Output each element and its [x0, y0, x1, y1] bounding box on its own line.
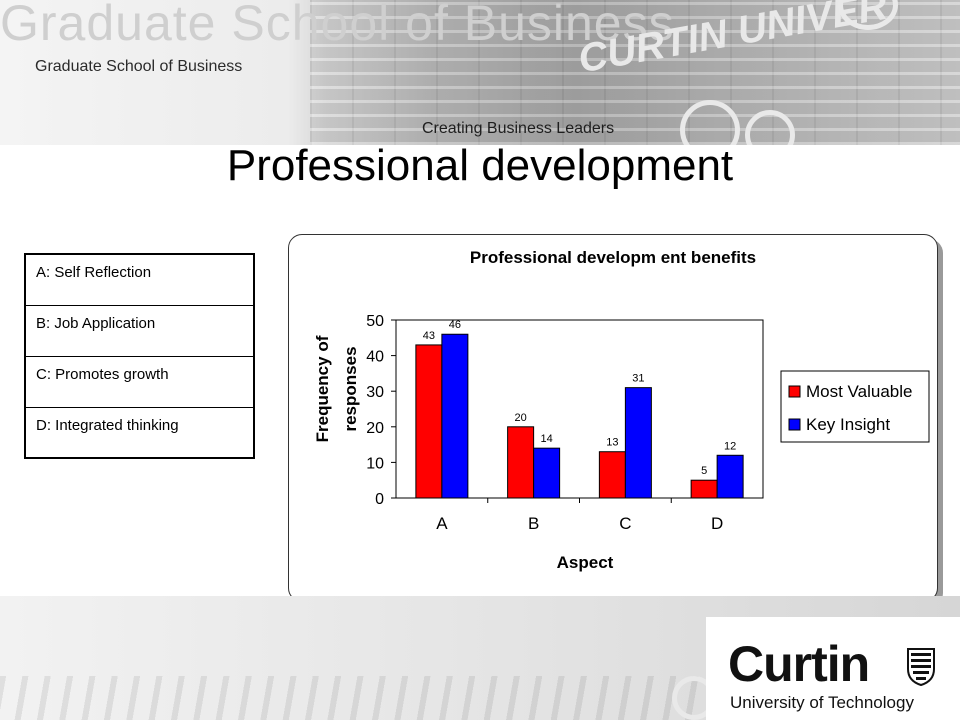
x-tick-label: A: [436, 514, 448, 533]
key-row-b: B: Job Application: [25, 305, 254, 357]
x-tick-label: B: [528, 514, 539, 533]
y-tick-label: 0: [375, 491, 384, 508]
key-row-c: C: Promotes growth: [25, 356, 254, 408]
bar-key-insight: [441, 333, 469, 499]
shield-crest-icon: [907, 648, 935, 687]
aspect-key-table: A: Self Reflection B: Job Application C:…: [24, 253, 255, 459]
y-tick-label: 30: [366, 384, 384, 401]
data-label: 5: [701, 465, 707, 477]
legend-swatch: [788, 385, 801, 398]
footer-texture: [0, 676, 710, 720]
data-label: 12: [724, 440, 736, 452]
logo-wordmark: Curtin: [728, 636, 870, 692]
y-tick-label: 40: [366, 349, 384, 366]
header-tagline: Creating Business Leaders: [422, 120, 615, 137]
y-tick-label: 10: [366, 455, 384, 472]
x-tick-label: C: [619, 514, 631, 533]
bar-key-insight: [533, 447, 561, 499]
y-tick-label: 20: [366, 420, 384, 437]
legend-label: Key Insight: [806, 415, 890, 434]
chart-legend: Most Valuable Key Insight: [780, 370, 930, 443]
header-ghost-text: Graduate School of Business: [0, 0, 675, 51]
header-subtitle: Graduate School of Business: [35, 58, 243, 75]
swirl-ornament: [680, 100, 740, 145]
bar-key-insight: [716, 454, 744, 499]
x-tick-label: D: [711, 514, 723, 533]
key-row-a: A: Self Reflection: [25, 254, 254, 306]
x-axis-label: Aspect: [557, 553, 614, 572]
y-tick-label: 50: [366, 313, 384, 330]
data-label: 46: [449, 319, 461, 331]
bar-most-valuable: [415, 344, 443, 499]
legend-swatch: [788, 418, 801, 431]
bar-most-valuable: [690, 479, 718, 499]
data-label: 20: [515, 412, 527, 424]
bar-most-valuable: [598, 451, 626, 499]
key-row-d: D: Integrated thinking: [36, 416, 179, 434]
curtin-logo: Curtin University of Technology: [706, 617, 960, 720]
data-label: 43: [423, 330, 435, 342]
swirl-ornament: [745, 110, 795, 145]
bar-chart: Professional developm ent benefits Frequ…: [313, 248, 930, 572]
bar-most-valuable: [507, 426, 535, 499]
plot-area: 0 10 20 30 40 50 A 43 46 B 20 14 C 13 31 D 5 12: [366, 313, 764, 533]
legend-label: Most Valuable: [806, 382, 912, 401]
y-axis-label-line2: responses: [341, 346, 360, 431]
slide-title: Professional development: [226, 141, 734, 190]
bar-key-insight: [624, 387, 652, 499]
data-label: 31: [632, 373, 644, 385]
chart-title: Professional developm ent benefits: [470, 248, 756, 267]
logo-subtitle: University of Technology: [730, 693, 914, 712]
data-label: 14: [541, 433, 553, 445]
header-banner: Graduate School of Business CURTIN UNIVE…: [0, 0, 960, 145]
legend-box: [780, 370, 930, 443]
y-axis-label-line1: Frequency of: [313, 335, 332, 442]
data-label: 13: [606, 437, 618, 449]
